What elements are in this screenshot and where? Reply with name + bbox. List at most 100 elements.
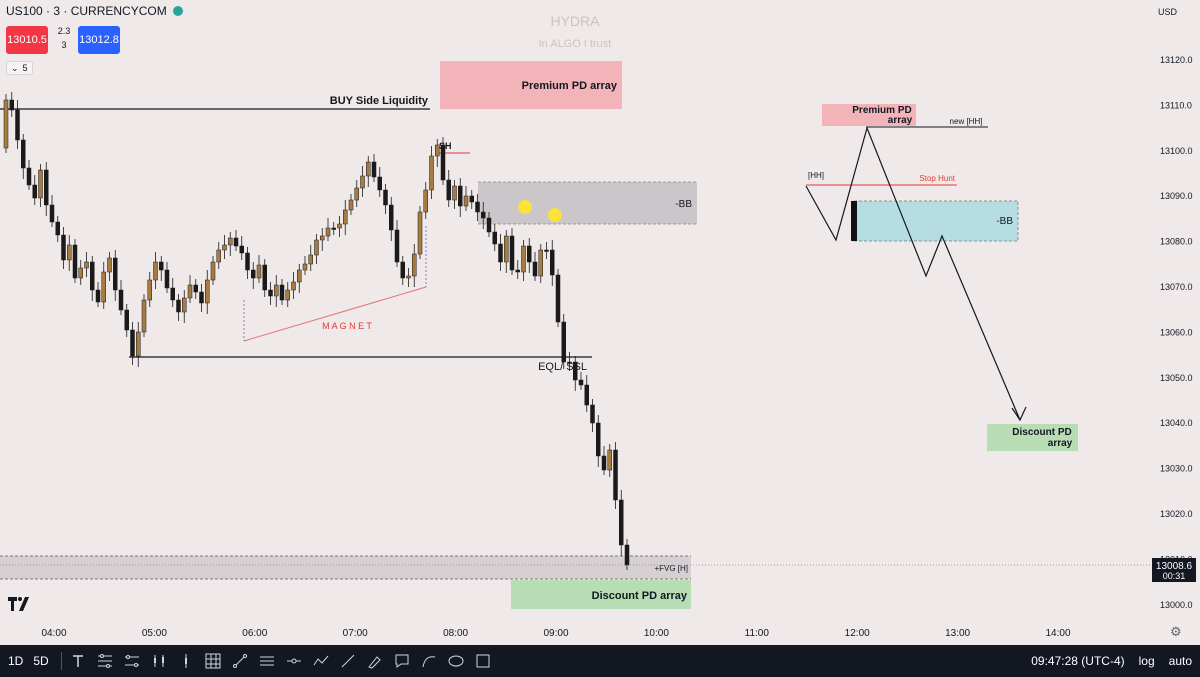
candle-body[interactable] (279, 284, 285, 301)
premium-pd-zone[interactable] (440, 61, 622, 109)
price-range-icon[interactable] (178, 653, 194, 669)
candle-body[interactable] (124, 309, 129, 331)
candle-body[interactable] (458, 185, 463, 207)
candle-body[interactable] (130, 329, 135, 357)
candle-body[interactable] (371, 161, 377, 178)
candle-body[interactable] (216, 249, 221, 263)
tradingview-logo-icon[interactable] (8, 596, 32, 615)
gann-icon[interactable] (124, 653, 140, 669)
ray-icon[interactable] (340, 653, 356, 669)
candle-body[interactable] (394, 229, 400, 263)
candle-body[interactable] (475, 201, 480, 213)
candle-body[interactable] (210, 261, 216, 281)
candle-body[interactable] (429, 155, 434, 191)
candle-body[interactable] (84, 261, 89, 269)
candle-body[interactable] (228, 237, 233, 246)
price-axis[interactable]: 13120.0 13110.0 13100.0 13090.0 13080.0 13070… (1160, 55, 1193, 610)
candle-body[interactable] (423, 189, 428, 213)
candle-body[interactable] (113, 257, 118, 291)
schematic-price-path[interactable] (805, 126, 1021, 421)
schematic-bb-zone[interactable] (853, 200, 1019, 242)
candle-body[interactable] (607, 449, 612, 471)
candle-body[interactable] (44, 169, 49, 206)
candle-body[interactable] (584, 384, 589, 406)
candle-body[interactable] (26, 167, 32, 186)
candle-body[interactable] (256, 264, 262, 279)
candle-body[interactable] (38, 169, 43, 199)
candle-body[interactable] (446, 179, 451, 201)
schematic-premium-zone[interactable] (822, 104, 916, 126)
candle-body[interactable] (469, 195, 474, 203)
magnet-line[interactable] (243, 286, 427, 342)
rectangle-icon[interactable] (475, 653, 491, 669)
candle-body[interactable] (377, 176, 382, 191)
candle-body[interactable] (400, 261, 405, 279)
candle-body[interactable] (55, 221, 60, 236)
long-position-icon[interactable] (151, 653, 167, 669)
candle-body[interactable] (320, 235, 325, 241)
candle-body[interactable] (101, 271, 106, 303)
candle-body[interactable] (141, 299, 147, 333)
candle-body[interactable] (147, 279, 152, 301)
candle-body[interactable] (67, 244, 72, 261)
candle-body[interactable] (90, 261, 95, 291)
candle-body[interactable] (199, 291, 204, 304)
discount-pd-zone[interactable] (511, 580, 691, 609)
candle-body[interactable] (412, 253, 417, 277)
candle-body[interactable] (555, 274, 561, 323)
candle-body[interactable] (182, 297, 187, 313)
candle-body[interactable] (15, 109, 20, 141)
symbol-label[interactable]: US100 · 3 · CURRENCYCOM (6, 4, 167, 18)
candle-body[interactable] (222, 244, 227, 251)
candle-body[interactable] (308, 254, 313, 265)
sell-button[interactable]: 13010.5 (6, 26, 48, 54)
candle-body[interactable] (268, 289, 273, 297)
timeframe-5d[interactable]: 5D (33, 654, 49, 668)
clock-display[interactable]: 09:47:28 (UTC-4) (1031, 654, 1125, 668)
candle-body[interactable] (481, 211, 486, 219)
ellipse-icon[interactable] (448, 653, 464, 669)
candle-body[interactable] (348, 199, 354, 211)
candle-body[interactable] (366, 161, 371, 177)
candle-body[interactable] (406, 275, 411, 279)
candle-body[interactable] (544, 249, 549, 252)
schematic-discount-zone[interactable] (987, 424, 1078, 451)
currency-label[interactable]: USD (1158, 7, 1178, 17)
horizontal-line-icon[interactable] (286, 653, 302, 669)
candle-body[interactable] (251, 269, 256, 279)
candle-body[interactable] (619, 499, 624, 546)
candle-body[interactable] (492, 231, 497, 245)
trend-line-icon[interactable] (232, 653, 248, 669)
candle-body[interactable] (440, 144, 446, 181)
candle-body[interactable] (262, 264, 267, 291)
candle-body[interactable] (550, 249, 555, 276)
brush-icon[interactable] (367, 653, 383, 669)
candle-body[interactable] (331, 227, 336, 230)
fib-retracement-icon[interactable] (97, 653, 113, 669)
log-toggle[interactable]: log (1138, 654, 1155, 668)
pitchfork-icon[interactable] (259, 653, 275, 669)
candle-body[interactable] (532, 261, 538, 277)
candle-body[interactable] (561, 321, 566, 363)
candle-body[interactable] (95, 289, 101, 303)
candle-body[interactable] (274, 284, 279, 297)
candle-body[interactable] (624, 544, 630, 566)
buy-button[interactable]: 13012.8 (78, 26, 120, 54)
callout-icon[interactable] (394, 653, 410, 669)
candle-body[interactable] (337, 223, 342, 229)
candle-body[interactable] (78, 267, 83, 279)
candle-body[interactable] (285, 289, 290, 301)
candle-body[interactable] (49, 204, 55, 223)
candle-body[interactable] (417, 211, 423, 255)
time-axis[interactable]: 04:00 05:00 06:00 07:00 08:00 09:00 10:00 11:00… (41, 628, 1070, 639)
candle-body[interactable] (601, 455, 607, 471)
candle-body[interactable] (164, 269, 170, 289)
candle-body[interactable] (302, 263, 308, 271)
indicators-toggle[interactable]: ⌄ 5 (6, 61, 33, 75)
candle-body[interactable] (538, 249, 543, 277)
candle-body[interactable] (360, 175, 365, 189)
candle-body[interactable] (521, 245, 526, 273)
symbol-header[interactable]: US100 · 3 · CURRENCYCOM (6, 4, 183, 18)
candle-body[interactable] (504, 235, 509, 263)
candle-body[interactable] (21, 139, 26, 169)
